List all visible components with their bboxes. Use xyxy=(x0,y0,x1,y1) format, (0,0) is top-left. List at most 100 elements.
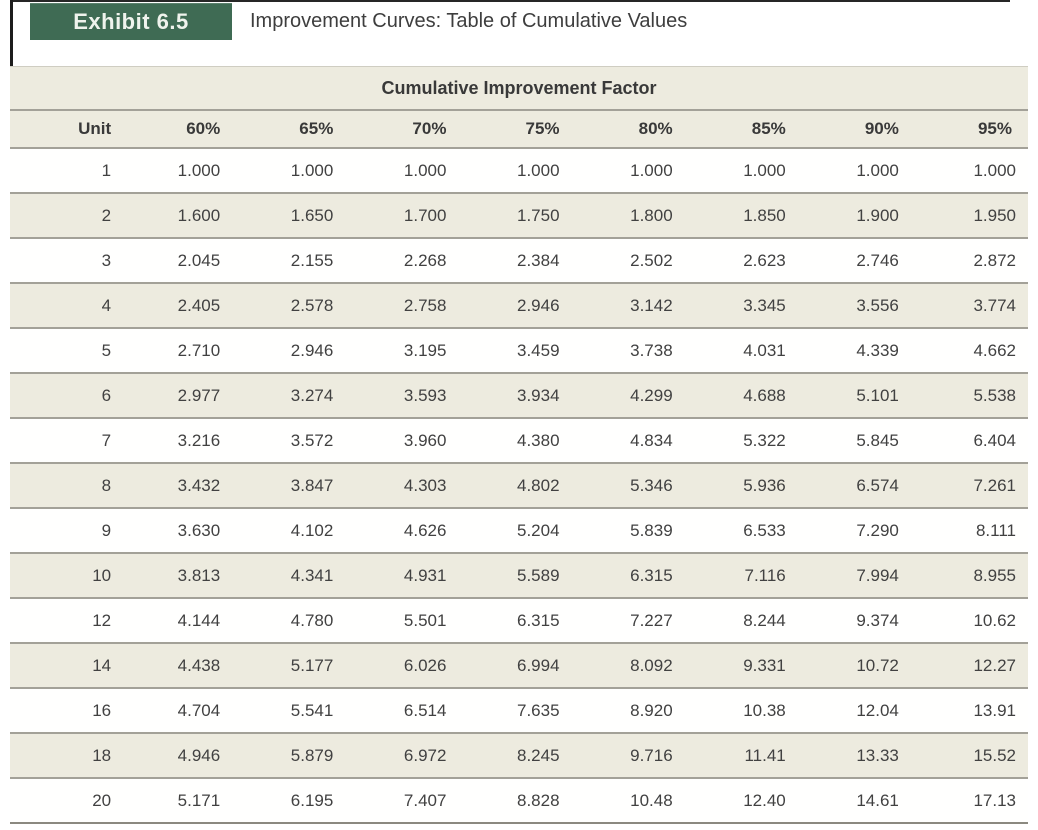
value-cell: 8.245 xyxy=(462,733,576,779)
value-cell: 13.33 xyxy=(801,733,915,779)
value-cell: 3.934 xyxy=(462,373,576,419)
value-cell: 1.650 xyxy=(236,193,350,239)
table-row-unit-18: 18 4.946 5.879 6.972 8.245 9.716 11.41 13.33 15.… xyxy=(10,733,1028,779)
value-cell: 5.839 xyxy=(575,508,689,554)
value-cell: 1.900 xyxy=(801,193,915,239)
page-top-border xyxy=(12,0,1010,2)
value-cell: 5.346 xyxy=(575,463,689,509)
value-cell: 4.780 xyxy=(236,598,350,644)
value-cell: 6.315 xyxy=(462,598,576,644)
table-row-unit-9: 9 3.630 4.102 4.626 5.204 5.839 6.533 7.290 8.11… xyxy=(10,508,1028,554)
value-cell: 3.195 xyxy=(349,328,463,374)
table-caption-row: Cumulative Improvement Factor xyxy=(10,66,1028,111)
value-cell: 2.872 xyxy=(914,238,1028,284)
cumulative-improvement-table: Cumulative Improvement Factor Unit 60% 65%… xyxy=(10,66,1028,824)
unit-cell: 9 xyxy=(10,508,124,554)
value-cell: 3.345 xyxy=(688,283,802,329)
value-cell: 5.541 xyxy=(236,688,350,734)
value-cell: 1.000 xyxy=(349,148,463,194)
value-cell: 2.502 xyxy=(575,238,689,284)
value-cell: 14.61 xyxy=(801,778,915,824)
value-cell: 4.802 xyxy=(462,463,576,509)
value-cell: 3.216 xyxy=(123,418,237,464)
value-cell: 2.946 xyxy=(462,283,576,329)
value-cell: 1.000 xyxy=(123,148,237,194)
value-cell: 1.000 xyxy=(236,148,350,194)
value-cell: 8.920 xyxy=(575,688,689,734)
value-cell: 1.000 xyxy=(688,148,802,194)
value-cell: 4.931 xyxy=(349,553,463,599)
value-cell: 3.630 xyxy=(123,508,237,554)
value-cell: 4.339 xyxy=(801,328,915,374)
value-cell: 4.299 xyxy=(575,373,689,419)
column-header-unit: Unit xyxy=(10,110,124,149)
value-cell: 7.635 xyxy=(462,688,576,734)
value-cell: 2.710 xyxy=(123,328,237,374)
unit-cell: 8 xyxy=(10,463,124,509)
value-cell: 3.960 xyxy=(349,418,463,464)
value-cell: 5.879 xyxy=(236,733,350,779)
value-cell: 5.589 xyxy=(462,553,576,599)
value-cell: 9.374 xyxy=(801,598,915,644)
value-cell: 6.195 xyxy=(236,778,350,824)
value-cell: 6.533 xyxy=(688,508,802,554)
value-cell: 10.72 xyxy=(801,643,915,689)
value-cell: 1.950 xyxy=(914,193,1028,239)
value-cell: 1.600 xyxy=(123,193,237,239)
value-cell: 3.738 xyxy=(575,328,689,374)
column-header-95pct: 95% xyxy=(914,110,1028,149)
table-row-unit-16: 16 4.704 5.541 6.514 7.635 8.920 10.38 12.04 13.… xyxy=(10,688,1028,734)
unit-cell: 18 xyxy=(10,733,124,779)
value-cell: 3.274 xyxy=(236,373,350,419)
value-cell: 7.116 xyxy=(688,553,802,599)
table-row-unit-2: 2 1.600 1.650 1.700 1.750 1.800 1.850 1.900 1.95… xyxy=(10,193,1028,239)
value-cell: 1.850 xyxy=(688,193,802,239)
value-cell: 4.144 xyxy=(123,598,237,644)
table-row-unit-20: 20 5.171 6.195 7.407 8.828 10.48 12.40 14.61 17.… xyxy=(10,778,1028,824)
value-cell: 7.407 xyxy=(349,778,463,824)
table-row-unit-3: 3 2.045 2.155 2.268 2.384 2.502 2.623 2.746 2.87… xyxy=(10,238,1028,284)
value-cell: 2.384 xyxy=(462,238,576,284)
value-cell: 9.331 xyxy=(688,643,802,689)
exhibit-label-badge: Exhibit 6.5 xyxy=(30,3,232,40)
value-cell: 1.000 xyxy=(462,148,576,194)
unit-cell: 10 xyxy=(10,553,124,599)
value-cell: 1.750 xyxy=(462,193,576,239)
value-cell: 1.000 xyxy=(801,148,915,194)
value-cell: 3.774 xyxy=(914,283,1028,329)
value-cell: 4.688 xyxy=(688,373,802,419)
value-cell: 5.501 xyxy=(349,598,463,644)
table-row-unit-8: 8 3.432 3.847 4.303 4.802 5.346 5.936 6.574 7.26… xyxy=(10,463,1028,509)
unit-cell: 12 xyxy=(10,598,124,644)
value-cell: 5.177 xyxy=(236,643,350,689)
value-cell: 2.746 xyxy=(801,238,915,284)
table-row-unit-14: 14 4.438 5.177 6.026 6.994 8.092 9.331 10.72 12.… xyxy=(10,643,1028,689)
unit-cell: 20 xyxy=(10,778,124,824)
column-header-90pct: 90% xyxy=(801,110,915,149)
unit-cell: 7 xyxy=(10,418,124,464)
value-cell: 2.623 xyxy=(688,238,802,284)
table-row-unit-6: 6 2.977 3.274 3.593 3.934 4.299 4.688 5.101 5.53… xyxy=(10,373,1028,419)
page-title: Improvement Curves: Table of Cumulative … xyxy=(250,10,688,32)
value-cell: 2.268 xyxy=(349,238,463,284)
column-header-65pct: 65% xyxy=(236,110,350,149)
value-cell: 4.303 xyxy=(349,463,463,509)
value-cell: 13.91 xyxy=(914,688,1028,734)
value-cell: 3.847 xyxy=(236,463,350,509)
value-cell: 5.936 xyxy=(688,463,802,509)
value-cell: 4.626 xyxy=(349,508,463,554)
value-cell: 10.38 xyxy=(688,688,802,734)
value-cell: 7.994 xyxy=(801,553,915,599)
table-row-unit-7: 7 3.216 3.572 3.960 4.380 4.834 5.322 5.845 6.40… xyxy=(10,418,1028,464)
unit-cell: 6 xyxy=(10,373,124,419)
value-cell: 1.700 xyxy=(349,193,463,239)
value-cell: 6.574 xyxy=(801,463,915,509)
value-cell: 3.142 xyxy=(575,283,689,329)
value-cell: 9.716 xyxy=(575,733,689,779)
value-cell: 4.834 xyxy=(575,418,689,464)
unit-cell: 2 xyxy=(10,193,124,239)
value-cell: 7.261 xyxy=(914,463,1028,509)
value-cell: 4.946 xyxy=(123,733,237,779)
value-cell: 8.828 xyxy=(462,778,576,824)
value-cell: 8.092 xyxy=(575,643,689,689)
